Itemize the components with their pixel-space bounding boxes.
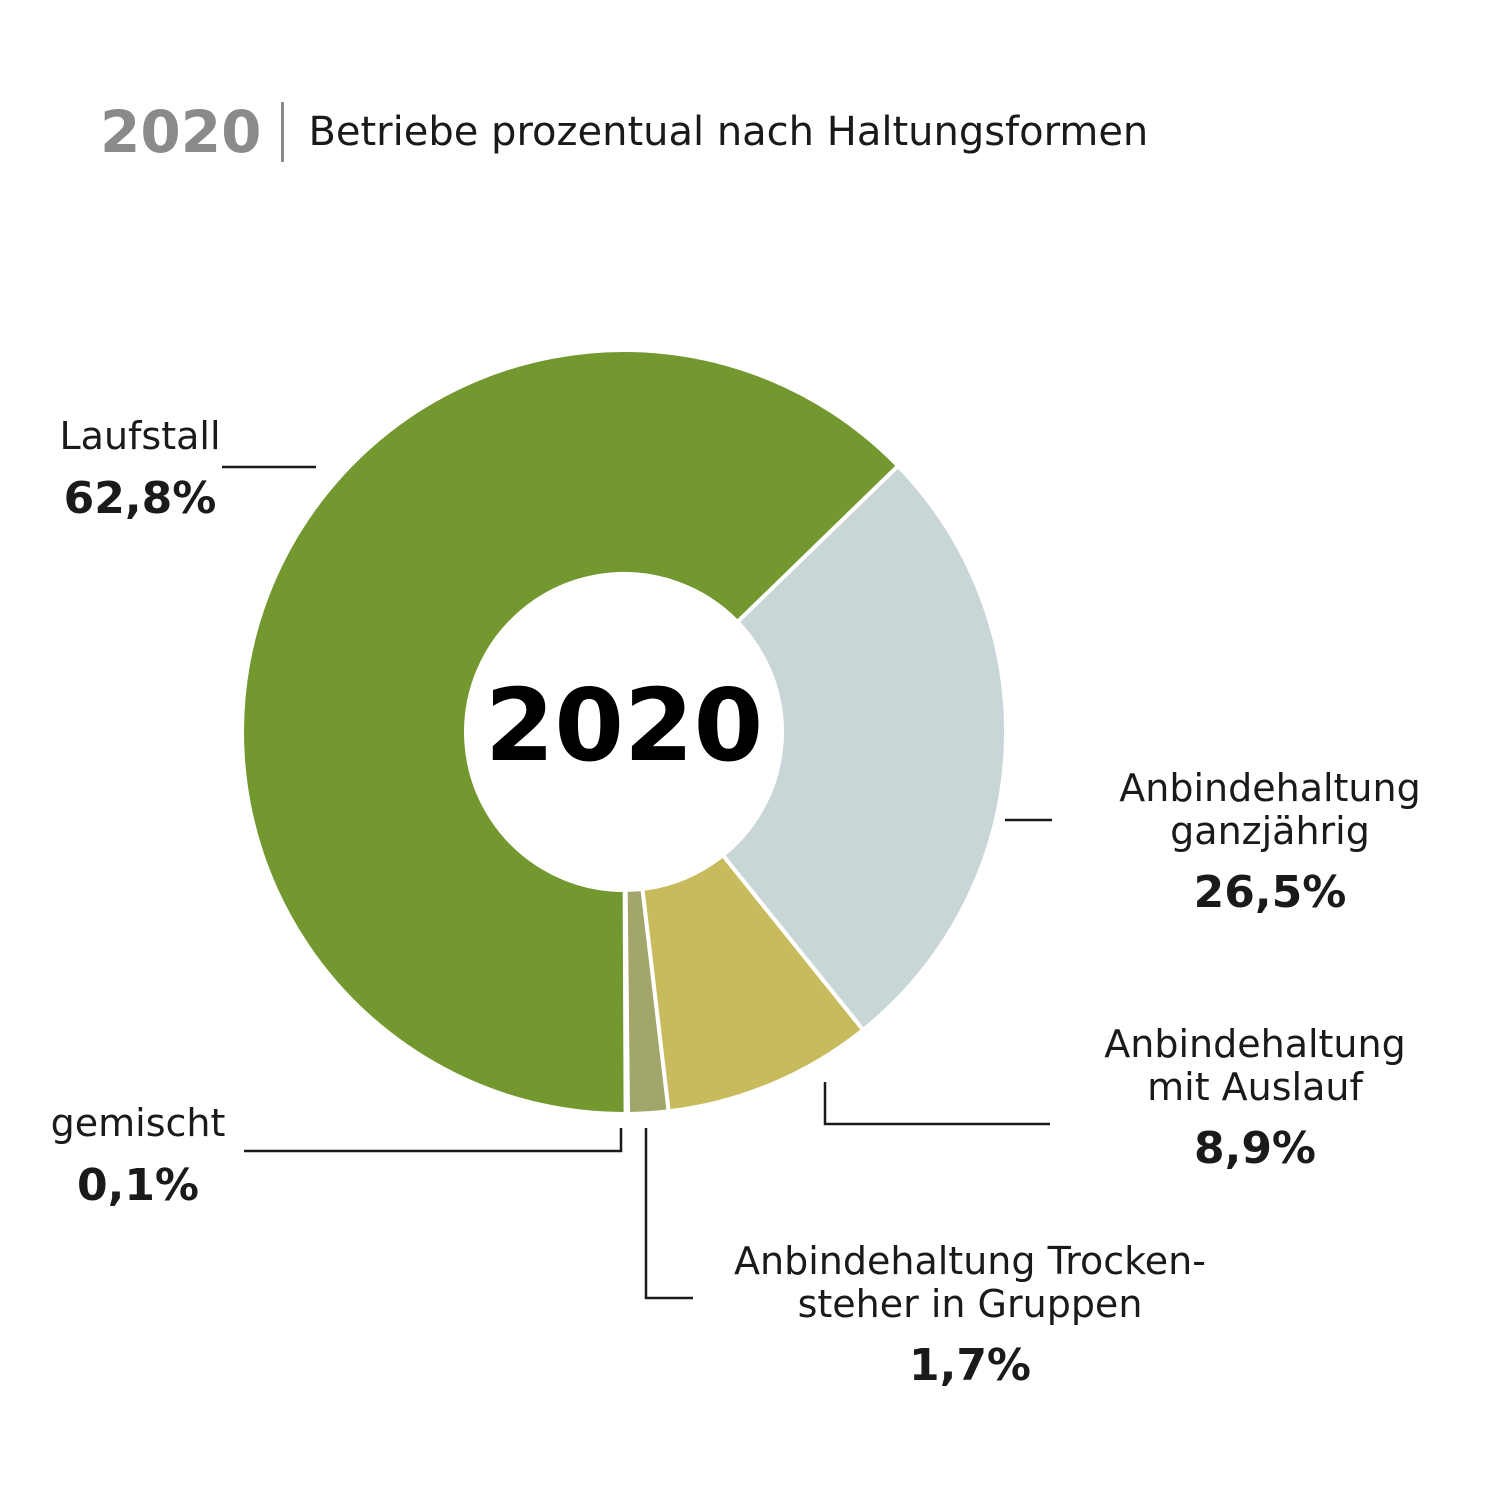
label-auslauf-line2: mit Auslauf <box>1147 1064 1363 1109</box>
chart-title: Betriebe prozentual nach Haltungsformen <box>308 109 1149 155</box>
label-trocken: Anbindehaltung Trocken- steher in Gruppe… <box>700 1240 1240 1390</box>
header-separator <box>281 102 285 162</box>
label-trocken-value: 1,7% <box>908 1340 1032 1392</box>
label-auslauf-value: 8,9% <box>1193 1123 1317 1175</box>
label-trocken-line1: Anbindehaltung Trocken- <box>734 1239 1206 1283</box>
slice-anbindehaltung-mit-auslauf <box>640 852 866 1114</box>
label-gemischt: gemischt 0,1% <box>38 1102 238 1210</box>
label-trocken-line2: steher in Gruppen <box>797 1281 1143 1326</box>
label-auslauf: Anbindehaltung mit Auslauf 8,9% <box>1055 1023 1455 1173</box>
label-gemischt-name: gemischt <box>50 1101 226 1145</box>
label-gemischt-value: 0,1% <box>76 1159 200 1211</box>
label-laufstall-value: 62,8% <box>63 472 217 524</box>
label-laufstall-name: Laufstall <box>59 414 221 458</box>
leader-line-trocken <box>644 1128 693 1300</box>
leader-line-auslauf <box>823 1082 1050 1126</box>
donut-slices <box>240 348 1008 1117</box>
header-year: 2020 <box>100 98 262 166</box>
leader-line-gemischt <box>244 1128 623 1153</box>
chart-header: 2020 Betriebe prozentual nach Haltungsfo… <box>100 92 1148 172</box>
center-year-label: 2020 <box>485 667 763 784</box>
label-ganzjaehrig: Anbindehaltung ganzjährig 26,5% <box>1070 767 1470 917</box>
label-ganzjaehrig-line1: Anbindehaltung <box>1119 766 1421 810</box>
leader-lines <box>222 465 1052 1300</box>
label-ganzjaehrig-value: 26,5% <box>1193 867 1347 919</box>
label-ganzjaehrig-line2: ganzjährig <box>1170 808 1370 853</box>
slice-anbindehaltung-ganzjährig <box>720 463 1008 1033</box>
slice-laufstall <box>240 348 901 1117</box>
label-auslauf-line1: Anbindehaltung <box>1104 1022 1406 1066</box>
label-laufstall: Laufstall 62,8% <box>40 415 240 523</box>
